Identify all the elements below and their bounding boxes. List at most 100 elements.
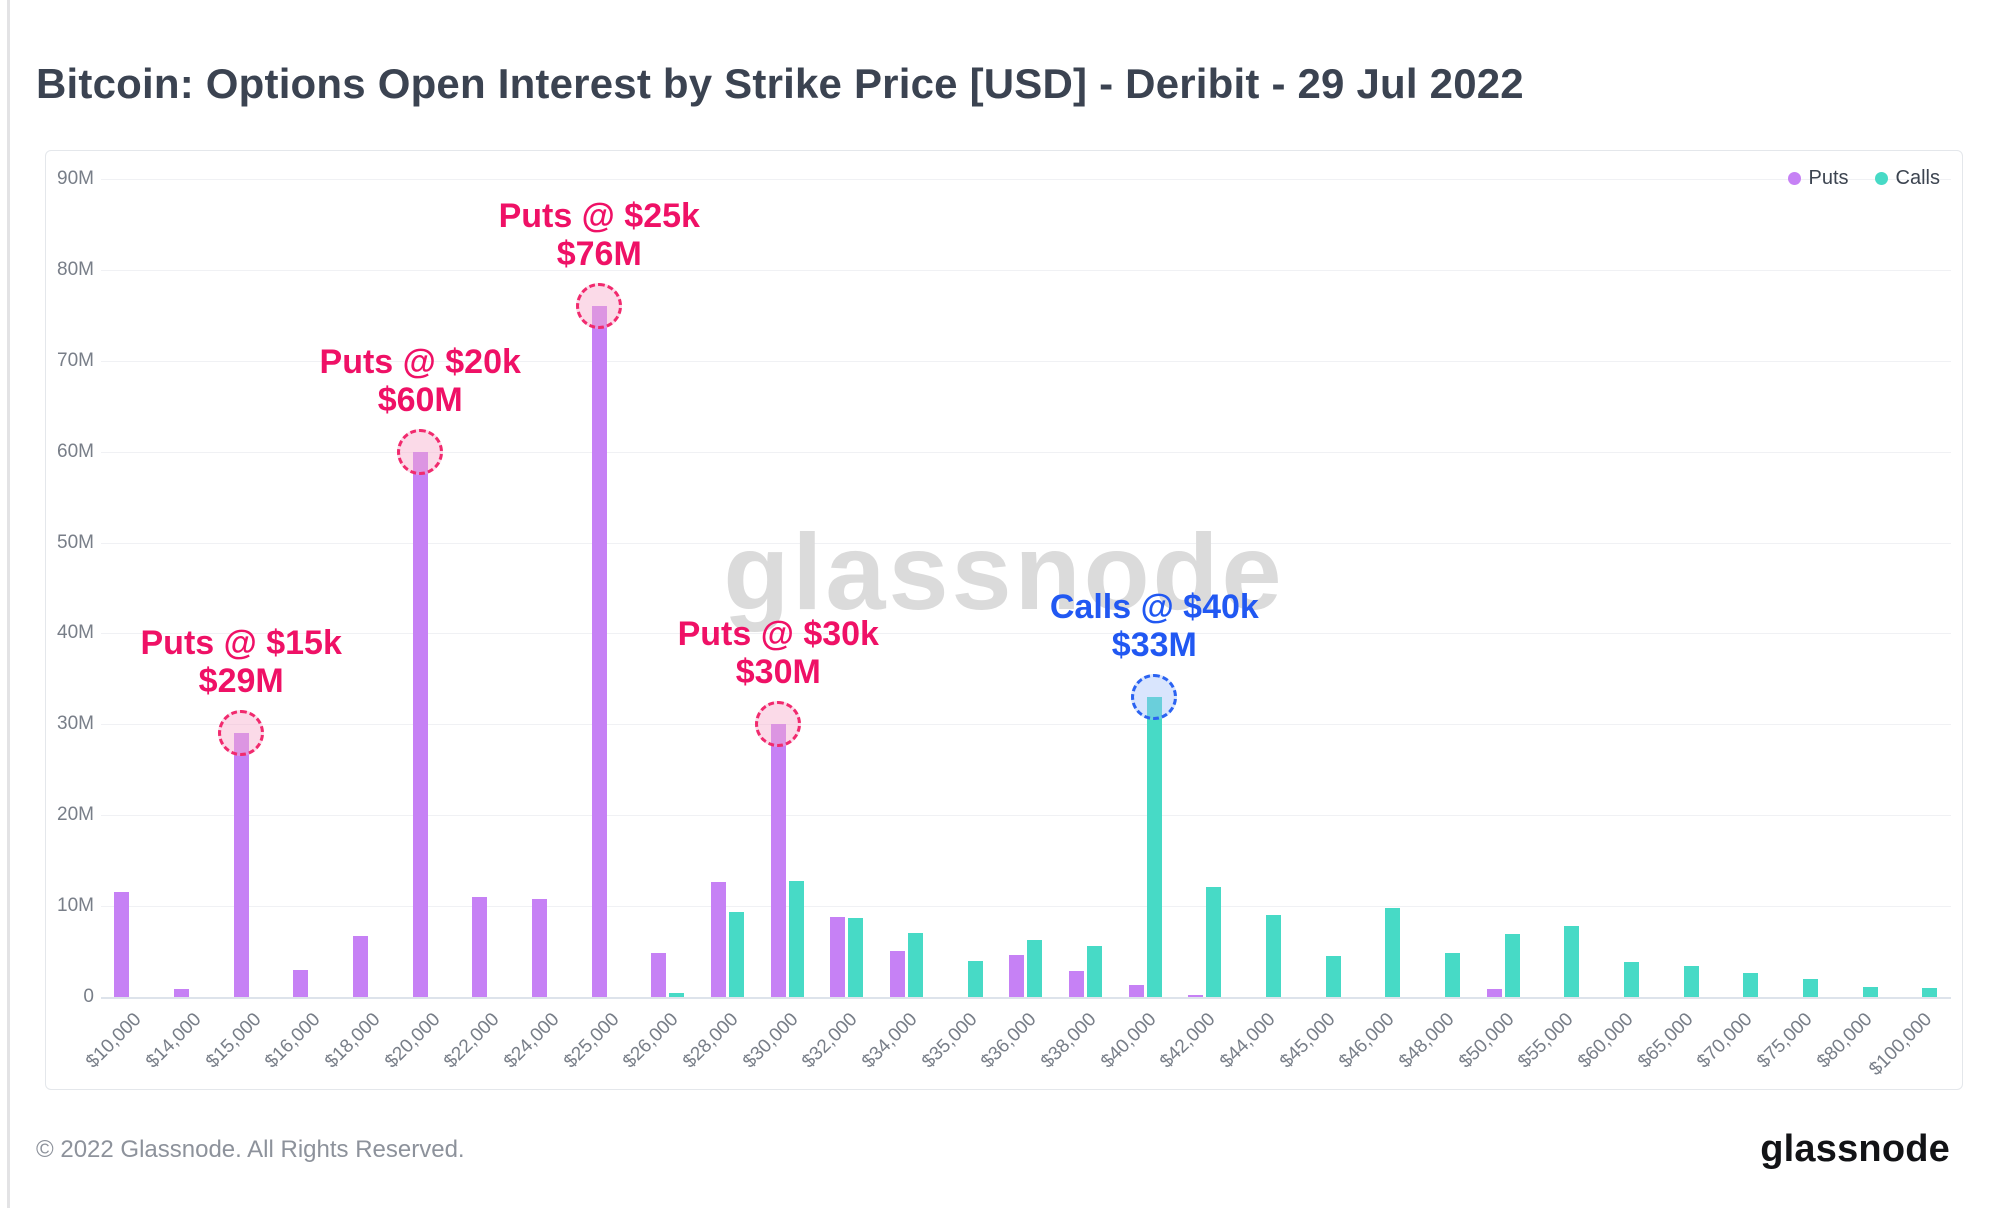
calls-bar[interactable] xyxy=(1624,961,1640,997)
calls-bar[interactable] xyxy=(729,912,745,997)
annotation-label: Calls @ $40k $33M xyxy=(1049,588,1259,665)
calls-bar[interactable] xyxy=(788,880,804,997)
bar-group xyxy=(1831,179,1891,997)
bar-group xyxy=(1772,179,1832,997)
puts-bar[interactable] xyxy=(233,733,249,997)
puts-bar[interactable] xyxy=(890,950,906,997)
annotation-circle xyxy=(576,283,623,330)
bar-group xyxy=(1235,179,1295,997)
annotation-label: Puts @ $30k $30M xyxy=(677,615,879,692)
y-tick-label: 20M xyxy=(57,804,94,826)
puts-bar[interactable] xyxy=(1009,955,1025,997)
calls-bar[interactable] xyxy=(848,917,864,997)
y-tick-label: 0 xyxy=(83,986,94,1007)
x-tick-cell: $60,000 xyxy=(1574,1003,1653,1089)
calls-bar[interactable] xyxy=(908,933,924,997)
bar-group xyxy=(936,179,996,997)
calls-bar[interactable] xyxy=(1206,887,1222,997)
bar-group xyxy=(638,179,698,997)
x-tick-cell: $100,000 xyxy=(1865,1003,1951,1089)
puts-bar[interactable] xyxy=(532,898,548,997)
calls-bar[interactable] xyxy=(1743,973,1759,997)
bar-group xyxy=(1354,179,1414,997)
puts-bar[interactable] xyxy=(1069,970,1085,997)
bar-group xyxy=(1593,179,1653,997)
puts-bar[interactable] xyxy=(711,881,727,997)
calls-bar[interactable] xyxy=(1564,926,1580,997)
gridline-60M xyxy=(101,451,1951,453)
bar-group xyxy=(1652,179,1712,997)
x-tick-cell: $44,000 xyxy=(1216,1003,1295,1089)
bar-group xyxy=(1414,179,1474,997)
calls-bar[interactable] xyxy=(1385,907,1401,997)
puts-bar[interactable] xyxy=(770,724,786,997)
bar-group xyxy=(1175,179,1235,997)
puts-bar[interactable] xyxy=(174,988,189,997)
puts-bar[interactable] xyxy=(1486,988,1502,997)
puts-bar[interactable] xyxy=(651,953,667,997)
bar-group xyxy=(220,179,280,997)
puts-bar[interactable] xyxy=(114,892,130,997)
calls-bar[interactable] xyxy=(1445,953,1461,997)
x-tick-cell: $75,000 xyxy=(1753,1003,1832,1089)
page-title: Bitcoin: Options Open Interest by Strike… xyxy=(36,60,1524,108)
annotation-circle xyxy=(755,701,802,748)
calls-bar[interactable] xyxy=(1862,987,1878,997)
bar-group xyxy=(101,179,161,997)
calls-bar[interactable] xyxy=(1803,978,1819,997)
puts-bar[interactable] xyxy=(412,451,428,997)
puts-bar[interactable] xyxy=(472,897,488,997)
bar-group xyxy=(1533,179,1593,997)
puts-bar[interactable] xyxy=(830,917,846,997)
puts-bar[interactable] xyxy=(1128,985,1144,997)
gridline-10M xyxy=(101,906,1951,908)
puts-bar[interactable] xyxy=(293,969,309,997)
annotation-label: Puts @ $15k $29M xyxy=(140,624,342,701)
calls-bar[interactable] xyxy=(1146,697,1162,997)
bar-group xyxy=(1712,179,1772,997)
puts-bar[interactable] xyxy=(1188,995,1204,997)
calls-bar[interactable] xyxy=(967,960,983,997)
calls-bar[interactable] xyxy=(1087,946,1103,997)
bar-group xyxy=(996,179,1056,997)
annotation-label: Puts @ $20k $60M xyxy=(319,342,521,419)
puts-legend-dot-icon xyxy=(1787,172,1801,185)
copyright-text: © 2022 Glassnode. All Rights Reserved. xyxy=(36,1135,465,1163)
x-tick-cell: $14,000 xyxy=(142,1003,221,1089)
calls-bar[interactable] xyxy=(1266,915,1282,997)
bar-group xyxy=(280,179,340,997)
y-tick-label: 80M xyxy=(57,258,94,280)
calls-bar[interactable] xyxy=(1325,956,1341,997)
chart-card: Puts Calls 0 10M 20M 30M 40M 50M 60M 70M 80M 90M … xyxy=(45,150,1963,1090)
calls-bar[interactable] xyxy=(1922,987,1938,997)
gridline-50M xyxy=(101,542,1951,544)
puts-bar[interactable] xyxy=(353,936,369,997)
calls-legend-dot-icon xyxy=(1874,172,1888,185)
annotation-circle xyxy=(1131,674,1178,721)
bar-group xyxy=(698,179,758,997)
calls-bar[interactable] xyxy=(1683,966,1699,997)
bar-group xyxy=(399,179,459,997)
calls-legend-label: Calls xyxy=(1895,167,1940,189)
x-tick-cell: $28,000 xyxy=(679,1003,758,1089)
puts-bar[interactable] xyxy=(591,306,607,997)
calls-bar[interactable] xyxy=(1027,939,1043,997)
calls-bar[interactable] xyxy=(1504,934,1520,997)
legend: Puts Calls xyxy=(1787,167,1940,190)
gridline-30M xyxy=(101,724,1951,726)
y-tick-label: 70M xyxy=(57,349,94,371)
bar-group xyxy=(1294,179,1354,997)
legend-item-calls[interactable]: Calls xyxy=(1874,167,1940,190)
bar-group xyxy=(340,179,400,997)
bar-group xyxy=(519,179,579,997)
x-axis-labels: $10,000 $14,000 $15,000 $16,000 $18,000 $20,0… xyxy=(82,1003,1951,1089)
legend-item-puts[interactable]: Puts xyxy=(1787,167,1849,190)
gridline-70M xyxy=(101,360,1951,362)
x-tick-cell: $38,000 xyxy=(1037,1003,1116,1089)
x-tick-cell: $24,000 xyxy=(500,1003,579,1089)
bar-group xyxy=(1891,179,1951,997)
annotation-label: Puts @ $25k $76M xyxy=(498,197,700,274)
glassnode-logo: glassnode xyxy=(1760,1128,1950,1170)
calls-bar[interactable] xyxy=(669,993,685,997)
bar-group xyxy=(1473,179,1533,997)
